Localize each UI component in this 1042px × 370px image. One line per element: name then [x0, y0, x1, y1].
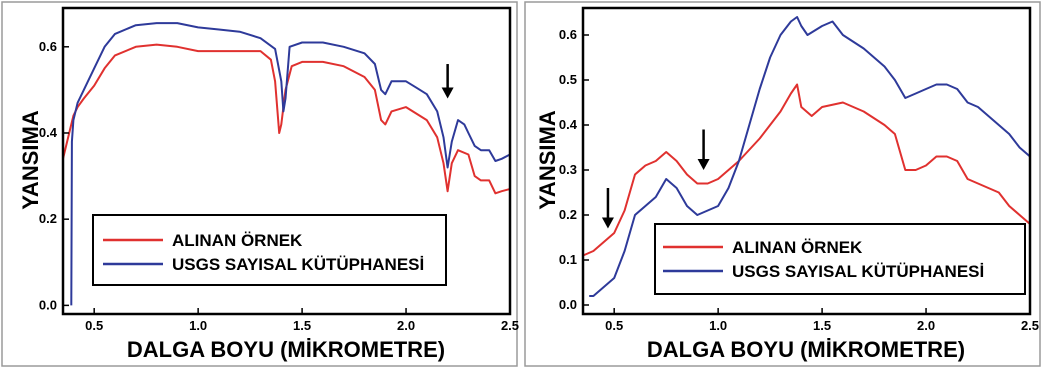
left-y-axis-label: YANSIMA [18, 110, 43, 210]
right-plot-marks [582, 16, 1031, 297]
left-y-tick-label: 0.6 [39, 39, 57, 54]
left-x-axis-label: DALGA BOYU (MİKROMETRE) [127, 337, 445, 362]
right-legend-label-blue: USGS SAYISAL KÜTÜPHANESİ [732, 262, 984, 281]
left-x-tick-label: 2.5 [501, 318, 519, 333]
right-x-axis-label: DALGA BOYU (MİKROMETRE) [647, 337, 965, 362]
right-y-tick-label: 0.3 [559, 162, 577, 177]
right-legend: ALINAN ÖRNEK USGS SAYISAL KÜTÜPHANESİ [654, 223, 1026, 295]
left-plot-area [61, 6, 512, 316]
left-plot-marks [62, 22, 511, 306]
left-series-blue-line [70, 22, 511, 306]
left-spectrum-chart: 0.5 1.0 1.5 2.0 2.5 0.0 0.2 0.4 0.6 ALINAN ÖRNEK… [18, 6, 519, 362]
left-x-tick-label: 0.5 [85, 318, 103, 333]
right-y-tick-label: 0.5 [559, 72, 577, 87]
right-x-tick-label: 1.0 [709, 318, 727, 333]
left-x-tick-label: 1.5 [293, 318, 311, 333]
right-legend-label-red: ALINAN ÖRNEK [732, 238, 863, 257]
right-x-tick-label: 1.5 [813, 318, 831, 333]
right-axis-ticks: 0.5 1.0 1.5 2.0 2.5 0.0 0.1 0.2 0.3 0.4 0.5 0.6 [559, 27, 1039, 333]
left-legend-label-red: ALINAN ÖRNEK [172, 231, 303, 250]
right-spectrum-chart: 0.5 1.0 1.5 2.0 2.5 0.0 0.1 0.2 0.3 0.4 0.5 0.6 ALI… [535, 6, 1039, 362]
right-legend-box [654, 223, 1026, 295]
left-legend-box [92, 214, 447, 286]
left-legend: ALINAN ÖRNEK USGS SAYISAL KÜTÜPHANESİ [92, 214, 447, 286]
right-series-red-line [582, 83, 1031, 257]
right-annotation-arrow-icon [601, 188, 614, 229]
right-y-tick-label: 0.4 [559, 117, 578, 132]
right-y-tick-label: 0.0 [559, 297, 577, 312]
right-x-tick-label: 2.0 [917, 318, 935, 333]
left-axis-ticks: 0.5 1.0 1.5 2.0 2.5 0.0 0.2 0.4 0.6 [39, 39, 519, 333]
left-panel-frame [1, 1, 518, 367]
right-plot-area [581, 6, 1032, 316]
right-panel-frame [524, 1, 1041, 367]
right-x-tick-label: 2.5 [1021, 318, 1039, 333]
left-x-tick-label: 1.0 [189, 318, 207, 333]
right-y-tick-label: 0.2 [559, 207, 577, 222]
right-y-axis-label: YANSIMA [535, 110, 560, 210]
right-y-tick-label: 0.1 [559, 252, 577, 267]
left-y-tick-label: 0.0 [39, 297, 57, 312]
right-y-tick-label: 0.6 [559, 27, 577, 42]
left-series-red-line [62, 43, 511, 195]
left-y-tick-label: 0.4 [39, 125, 58, 140]
left-legend-label-blue: USGS SAYISAL KÜTÜPHANESİ [172, 255, 424, 274]
left-annotation-arrow-icon [441, 64, 454, 99]
left-y-tick-label: 0.2 [39, 211, 57, 226]
right-x-tick-label: 0.5 [605, 318, 623, 333]
left-x-tick-label: 2.0 [397, 318, 415, 333]
right-series-blue-line [589, 16, 1031, 297]
right-annotation-arrow-icon [697, 129, 710, 170]
